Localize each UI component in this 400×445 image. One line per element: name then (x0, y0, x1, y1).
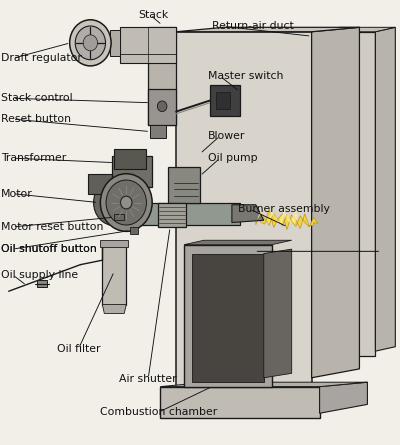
Text: Oil filter: Oil filter (57, 344, 100, 354)
Text: Motor: Motor (1, 189, 32, 198)
Text: Reset button: Reset button (1, 114, 71, 124)
Polygon shape (102, 243, 126, 304)
Polygon shape (210, 85, 240, 116)
Polygon shape (184, 240, 292, 245)
Text: Stack: Stack (138, 10, 168, 20)
Text: Transformer: Transformer (1, 153, 66, 163)
Polygon shape (192, 254, 264, 382)
Text: Return-air duct: Return-air duct (212, 21, 294, 32)
Polygon shape (176, 32, 312, 387)
Polygon shape (184, 245, 272, 387)
Polygon shape (264, 249, 292, 378)
Polygon shape (176, 27, 360, 32)
Text: Oil shutoff button: Oil shutoff button (1, 244, 96, 254)
Circle shape (83, 35, 98, 51)
Text: Burner assembly: Burner assembly (238, 204, 330, 214)
Polygon shape (112, 156, 152, 187)
Polygon shape (114, 150, 146, 169)
Polygon shape (160, 387, 320, 418)
Polygon shape (312, 27, 360, 378)
Circle shape (70, 20, 111, 66)
Polygon shape (130, 227, 138, 234)
Text: Motor reset button: Motor reset button (1, 222, 103, 232)
Polygon shape (120, 27, 176, 63)
Text: Master switch: Master switch (208, 71, 283, 81)
Text: Blower: Blower (208, 131, 245, 141)
Polygon shape (320, 27, 395, 32)
Text: Air shutter: Air shutter (119, 374, 177, 384)
Circle shape (120, 196, 132, 209)
Polygon shape (160, 382, 368, 387)
Circle shape (157, 101, 167, 112)
Polygon shape (148, 27, 176, 125)
Polygon shape (258, 210, 298, 225)
Polygon shape (150, 125, 166, 138)
Circle shape (106, 180, 146, 225)
Text: Combustion chamber: Combustion chamber (100, 407, 217, 417)
Polygon shape (110, 29, 120, 56)
Polygon shape (88, 174, 116, 194)
Polygon shape (114, 214, 124, 220)
Text: Oil supply line: Oil supply line (1, 270, 78, 280)
Text: Stack control: Stack control (1, 93, 72, 103)
Polygon shape (158, 202, 186, 227)
Polygon shape (320, 382, 368, 413)
Polygon shape (126, 174, 130, 231)
Polygon shape (232, 205, 264, 222)
Polygon shape (256, 208, 318, 230)
Text: Oil shutoff button: Oil shutoff button (1, 244, 96, 254)
Polygon shape (375, 27, 395, 351)
Circle shape (100, 174, 152, 231)
Polygon shape (148, 89, 176, 125)
Polygon shape (36, 280, 46, 287)
Circle shape (94, 179, 135, 226)
Polygon shape (168, 167, 200, 202)
Polygon shape (320, 32, 375, 356)
Polygon shape (216, 92, 230, 109)
Text: Oil pump: Oil pump (208, 153, 258, 163)
Polygon shape (134, 202, 240, 225)
Polygon shape (102, 304, 126, 313)
Circle shape (75, 26, 106, 60)
Polygon shape (100, 240, 128, 247)
Text: Draft regulator: Draft regulator (1, 53, 82, 63)
